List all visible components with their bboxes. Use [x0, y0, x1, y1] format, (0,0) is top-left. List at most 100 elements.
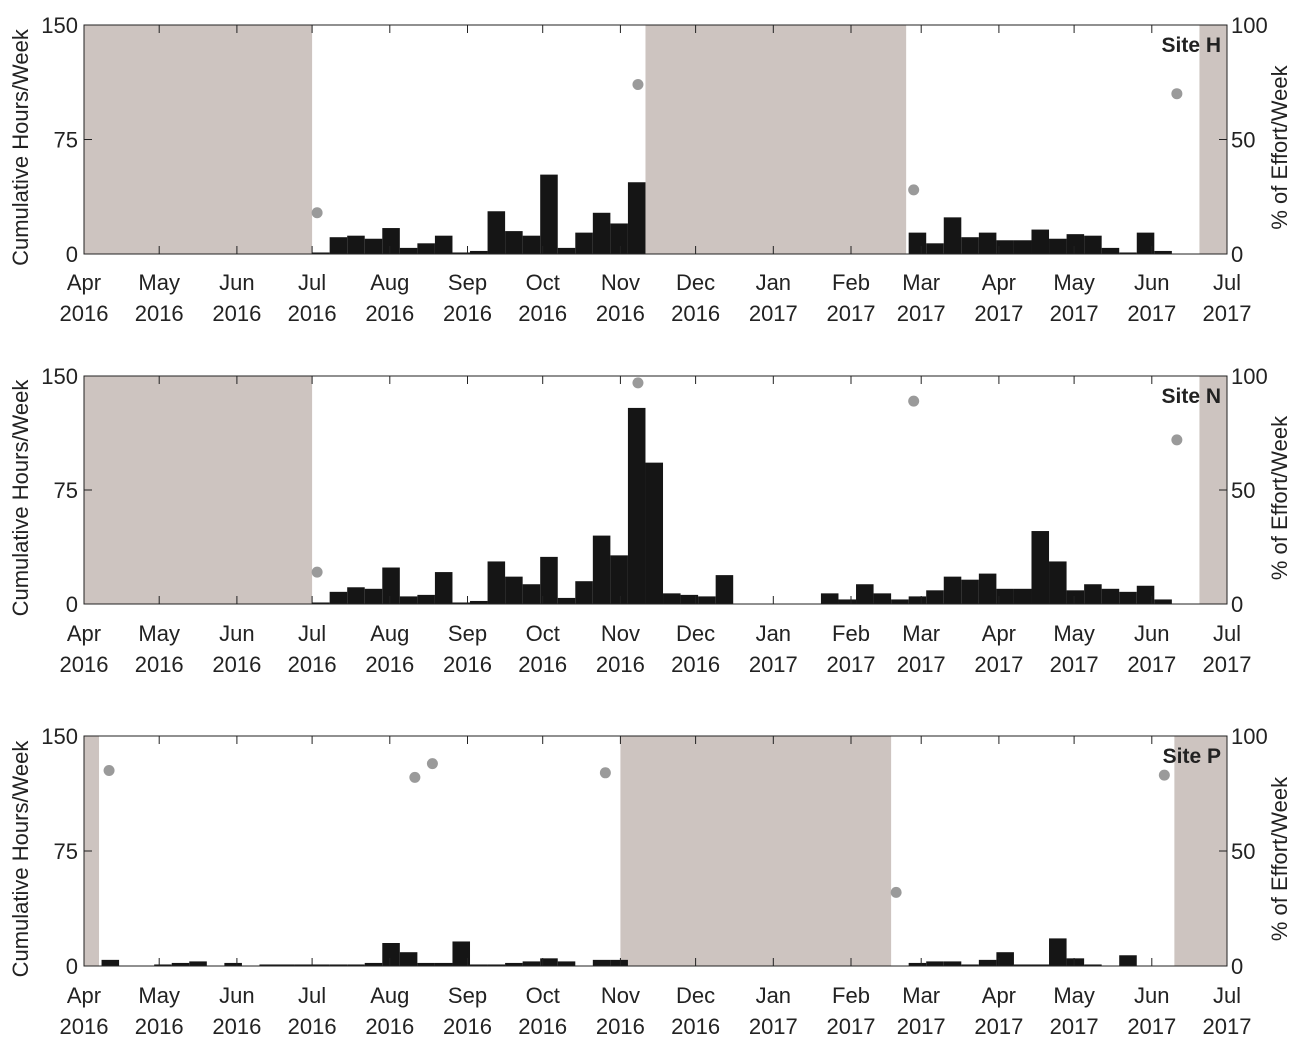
x-tick-label-year: 2016 — [365, 301, 414, 326]
x-tick-label-month: Mar — [902, 621, 940, 646]
x-tick-label-month: Aug — [370, 621, 409, 646]
y-axis-label-left: Cumulative Hours/Week — [8, 28, 33, 266]
x-tick-label-year: 2017 — [974, 1014, 1023, 1039]
bar-week — [996, 240, 1014, 254]
x-tick-label-year: 2016 — [60, 1014, 109, 1039]
x-tick-label-month: Jul — [1213, 983, 1241, 1008]
bar-week — [873, 593, 892, 604]
x-tick-label-year: 2016 — [212, 652, 261, 677]
effort-point — [908, 184, 920, 196]
y-tick-label-left: 75 — [54, 478, 78, 503]
x-tick-label-month: Jan — [756, 621, 791, 646]
y-axis-label-left: Cumulative Hours/Week — [8, 379, 33, 617]
bar-week — [592, 959, 611, 966]
x-tick-label-month: May — [1053, 983, 1095, 1008]
bar-week — [487, 964, 506, 966]
effort-point — [632, 79, 644, 91]
x-tick-label-month: Apr — [982, 621, 1016, 646]
x-tick-label-year: 2017 — [1203, 652, 1252, 677]
x-tick-label-year: 2016 — [212, 1014, 261, 1039]
bar-week — [382, 943, 400, 966]
x-tick-label-year: 2017 — [1127, 1014, 1176, 1039]
bar-week — [1136, 585, 1155, 604]
x-tick-label-year: 2017 — [827, 1014, 876, 1039]
bar-week — [1066, 958, 1085, 966]
bar-week — [961, 579, 979, 604]
x-tick-label-year: 2016 — [518, 301, 567, 326]
y-axis-label-left: Cumulative Hours/Week — [8, 740, 33, 978]
effort-point — [1171, 434, 1183, 446]
x-tick-label-year: 2017 — [1203, 301, 1252, 326]
bar-week — [364, 962, 383, 966]
x-tick-label-month: Jul — [298, 270, 326, 295]
site-title: Site N — [1161, 385, 1221, 408]
bar-week — [592, 212, 611, 254]
bar-week — [1154, 250, 1172, 254]
y-axis-label-right: % of Effort/Week — [1267, 415, 1292, 580]
effort-point — [632, 377, 644, 389]
bar-week — [1119, 955, 1137, 966]
bar-week — [171, 962, 190, 966]
bar-week — [838, 599, 857, 604]
bar-week — [996, 952, 1014, 966]
bar-week — [1013, 240, 1032, 254]
x-tick-label-month: Nov — [601, 983, 640, 1008]
bar-week — [908, 232, 927, 254]
y-tick-label-right: 100 — [1231, 364, 1268, 389]
bar-week — [978, 959, 997, 966]
x-tick-label-month: Jun — [1134, 270, 1169, 295]
x-tick-label-year: 2016 — [671, 652, 720, 677]
bar-week — [1049, 238, 1067, 254]
x-tick-label-year: 2017 — [749, 652, 798, 677]
x-tick-label-year: 2016 — [596, 652, 645, 677]
bar-week — [329, 237, 348, 254]
x-tick-label-month: Feb — [832, 270, 870, 295]
x-tick-label-month: Apr — [982, 983, 1016, 1008]
x-tick-label-year: 2016 — [135, 1014, 184, 1039]
bar-week — [224, 962, 242, 966]
bar-week — [417, 962, 435, 966]
bar-week — [522, 961, 541, 966]
y-tick-label-right: 0 — [1231, 242, 1243, 267]
bar-week — [663, 593, 681, 604]
x-tick-label-year: 2017 — [1127, 301, 1176, 326]
y-tick-label-right: 0 — [1231, 954, 1243, 979]
bar-week — [382, 228, 400, 254]
bar-week — [610, 959, 628, 966]
panel-1: Apr 2016 May 2016 Jun 2016 Jul 2016 Aug 2016 Sep 20… — [8, 364, 1292, 677]
bar-week — [399, 952, 418, 966]
bar-week — [943, 961, 962, 966]
bar-week — [1101, 247, 1120, 254]
bar-week — [364, 588, 383, 604]
x-tick-label-year: 2016 — [288, 1014, 337, 1039]
bar-week — [715, 575, 734, 604]
effort-point — [426, 758, 438, 770]
x-tick-label-month: Apr — [67, 983, 101, 1008]
bar-week — [908, 596, 927, 604]
bar-week — [294, 964, 313, 966]
bar-week — [1119, 591, 1137, 604]
x-tick-label-month: Sep — [448, 983, 487, 1008]
y-tick-label-right: 100 — [1231, 13, 1268, 38]
x-tick-label-month: Nov — [601, 621, 640, 646]
bar-week — [329, 964, 348, 966]
x-tick-label-year: 2016 — [60, 301, 109, 326]
effort-point — [311, 566, 323, 578]
bar-week — [452, 941, 471, 966]
bar-week — [1119, 252, 1137, 254]
bar-week — [417, 594, 435, 604]
y-axis-label-right: % of Effort/Week — [1267, 64, 1292, 229]
x-tick-label-year: 2017 — [974, 652, 1023, 677]
x-tick-label-year: 2016 — [135, 301, 184, 326]
no-data-period — [645, 25, 907, 254]
y-tick-label-left: 150 — [41, 364, 78, 389]
bar-week — [575, 581, 593, 604]
bar-week — [347, 235, 365, 254]
y-tick-label-left: 150 — [41, 13, 78, 38]
effort-point — [103, 765, 115, 776]
x-tick-label-year: 2016 — [596, 1014, 645, 1039]
x-tick-label-year: 2017 — [749, 1014, 798, 1039]
bar-week — [312, 602, 330, 604]
y-tick-label-left: 75 — [54, 128, 78, 153]
bar-week — [259, 964, 278, 966]
